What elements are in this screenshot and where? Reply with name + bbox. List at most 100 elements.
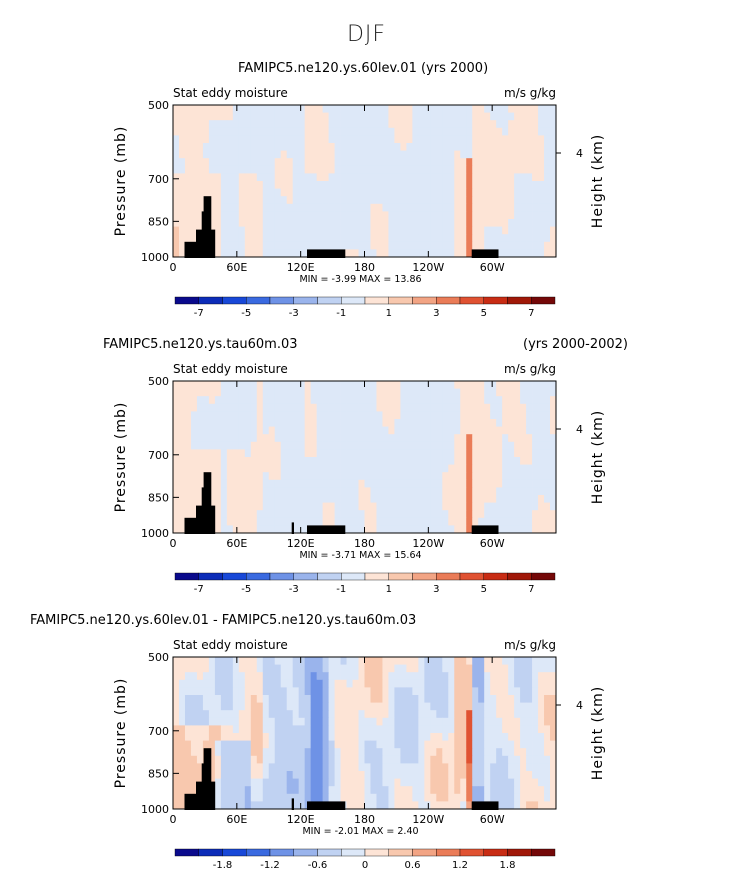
field-cell <box>214 793 222 802</box>
field-cell <box>484 786 491 795</box>
field-cell <box>466 495 473 503</box>
field-cell <box>466 226 473 235</box>
field-cell <box>268 150 276 159</box>
field-cell <box>466 710 473 719</box>
field-cell <box>376 664 383 673</box>
field-cell <box>280 120 288 129</box>
field-cell <box>388 695 395 703</box>
field-cell <box>196 403 204 412</box>
field-cell <box>484 449 491 458</box>
field-cell <box>250 472 258 481</box>
field-cell <box>238 173 246 182</box>
field-cell <box>244 495 252 503</box>
field-cell <box>466 502 473 511</box>
field-cell <box>550 695 557 703</box>
field-cell <box>244 740 252 749</box>
field-cell <box>412 120 419 129</box>
field-cell <box>478 687 485 696</box>
field-cell <box>346 755 353 764</box>
field-cell <box>196 710 204 719</box>
field-cell <box>226 717 234 726</box>
field-cell <box>502 695 509 703</box>
field-cell <box>334 234 341 243</box>
field-cell <box>418 672 425 681</box>
y-tick-label: 700 <box>148 173 169 186</box>
field-cell <box>436 173 443 182</box>
field-cell <box>364 226 371 235</box>
colorbar-swatch <box>507 296 532 305</box>
field-cell <box>226 143 234 151</box>
field-cell <box>448 755 455 764</box>
field-cell <box>376 219 383 227</box>
field-cell <box>208 725 216 734</box>
field-cell <box>412 441 419 450</box>
field-cell <box>520 710 527 719</box>
field-cell <box>442 672 449 681</box>
chart-panel-2: FAMIPC5.ne120.ys.tau60m.03 (yrs 2000-2002… <box>103 337 628 595</box>
field-cell <box>322 241 329 250</box>
field-cell <box>184 502 192 511</box>
field-cell <box>460 495 467 503</box>
field-cell <box>292 778 300 787</box>
colorbar-label: 7 <box>528 308 534 319</box>
colorbar-swatch <box>364 572 389 581</box>
field-cell <box>226 426 234 435</box>
field-cell <box>352 793 359 802</box>
field-cell <box>268 733 276 741</box>
field-cell <box>262 112 270 121</box>
field-cell <box>178 740 186 749</box>
field-cell <box>388 211 395 220</box>
field-cell <box>538 495 545 503</box>
field-cell <box>358 143 365 151</box>
field-cell <box>226 657 234 665</box>
field-cell <box>322 517 329 526</box>
field-cell <box>388 120 395 129</box>
field-cell <box>352 158 359 167</box>
field-cell <box>184 196 192 205</box>
field-cell <box>412 188 419 197</box>
field-cell <box>304 449 312 458</box>
field-cell <box>370 135 377 144</box>
field-cell <box>436 801 443 810</box>
field-cell <box>508 778 515 787</box>
field-cell <box>436 396 443 405</box>
field-cell <box>364 464 371 473</box>
field-cell <box>400 203 407 212</box>
field-cell <box>250 173 258 182</box>
field-cell <box>310 771 318 779</box>
field-cell <box>334 502 341 511</box>
field-cell <box>370 457 377 465</box>
field-cell <box>214 755 222 764</box>
field-cell <box>520 143 527 151</box>
field-cell <box>382 158 389 167</box>
field-cell <box>316 502 324 511</box>
field-cell <box>382 419 389 427</box>
field-cell <box>442 203 449 212</box>
field-cell <box>442 441 449 450</box>
field-cell <box>424 710 431 719</box>
x-tick-label: 60E <box>226 261 247 274</box>
field-cell <box>490 127 497 136</box>
field-cell <box>466 143 473 151</box>
field-cell <box>532 241 539 250</box>
field-cell <box>292 173 300 182</box>
field-cell <box>256 725 264 734</box>
field-cell <box>232 112 240 121</box>
field-cell <box>280 679 288 688</box>
field-cell <box>412 786 419 795</box>
field-cell <box>478 196 485 205</box>
field-cell <box>346 672 353 681</box>
field-cell <box>376 396 383 405</box>
field-cell <box>454 763 461 772</box>
field-cell <box>244 449 252 458</box>
field-cell <box>472 226 479 235</box>
colorbar-swatch <box>436 572 461 581</box>
field-cell <box>544 120 551 129</box>
field-cell <box>430 710 437 719</box>
field-cell <box>184 150 192 159</box>
field-cell <box>286 672 294 681</box>
field-cell <box>490 657 497 665</box>
field-cell <box>262 517 270 526</box>
field-cell <box>466 441 473 450</box>
field-cell <box>178 211 186 220</box>
